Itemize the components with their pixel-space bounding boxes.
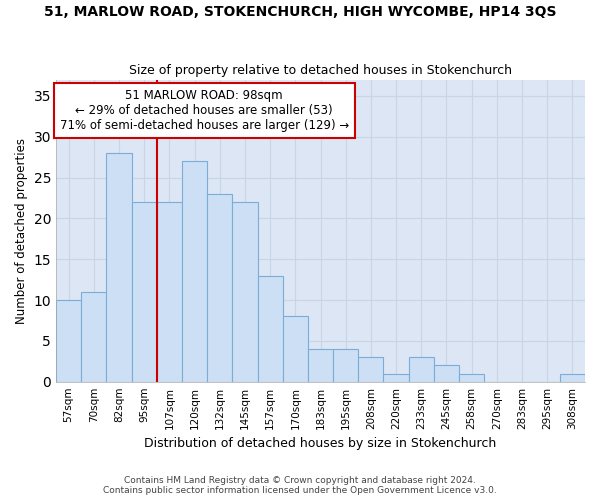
Bar [106,153,131,382]
Text: 51 MARLOW ROAD: 98sqm
← 29% of detached houses are smaller (53)
71% of semi-deta: 51 MARLOW ROAD: 98sqm ← 29% of detached … [59,88,349,132]
Bar [207,194,232,382]
Bar [56,300,81,382]
Title: Size of property relative to detached houses in Stokenchurch: Size of property relative to detached ho… [129,64,512,77]
Bar [257,276,283,382]
Bar [560,374,585,382]
Bar [157,202,182,382]
X-axis label: Distribution of detached houses by size in Stokenchurch: Distribution of detached houses by size … [145,437,497,450]
Bar [459,374,484,382]
Bar [182,161,207,382]
Bar [308,349,333,382]
Bar [434,366,459,382]
Bar [409,357,434,382]
Bar [358,357,383,382]
Text: 51, MARLOW ROAD, STOKENCHURCH, HIGH WYCOMBE, HP14 3QS: 51, MARLOW ROAD, STOKENCHURCH, HIGH WYCO… [44,5,556,19]
Y-axis label: Number of detached properties: Number of detached properties [15,138,28,324]
Bar [333,349,358,382]
Bar [232,202,257,382]
Bar [81,292,106,382]
Bar [383,374,409,382]
Bar [283,316,308,382]
Bar [131,202,157,382]
Text: Contains HM Land Registry data © Crown copyright and database right 2024.
Contai: Contains HM Land Registry data © Crown c… [103,476,497,495]
